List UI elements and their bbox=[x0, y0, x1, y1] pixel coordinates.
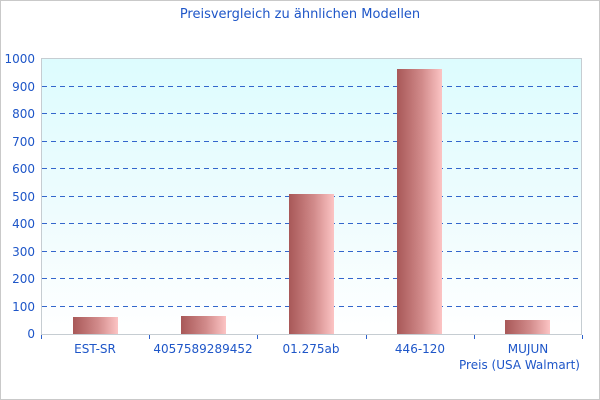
gridline-700 bbox=[42, 140, 581, 142]
x-axis-title: Preis (USA Walmart) bbox=[459, 358, 580, 372]
plot-area bbox=[41, 58, 582, 335]
y-tick-label-700: 700 bbox=[12, 135, 35, 149]
bar-446-120 bbox=[397, 69, 443, 334]
y-tick-label-1000: 1000 bbox=[4, 52, 35, 66]
x-tick bbox=[474, 335, 475, 339]
y-tick-label-500: 500 bbox=[12, 190, 35, 204]
gridline-800 bbox=[42, 113, 581, 114]
x-category-label-446-120: 446-120 bbox=[394, 342, 446, 356]
x-category-label-01.275ab: 01.275ab bbox=[282, 342, 340, 356]
bar-01.275ab bbox=[289, 194, 334, 334]
y-tick-label-600: 600 bbox=[12, 162, 35, 176]
x-tick bbox=[149, 335, 150, 339]
y-tick-label-100: 100 bbox=[12, 300, 35, 314]
x-category-label-4057589289452: 4057589289452 bbox=[153, 342, 253, 356]
x-tick bbox=[257, 335, 258, 339]
y-tick-label-800: 800 bbox=[12, 107, 35, 121]
y-tick-label-300: 300 bbox=[12, 245, 35, 259]
bar-MUJUN bbox=[505, 320, 551, 334]
y-tick-label-0: 0 bbox=[27, 327, 35, 341]
y-tick-label-900: 900 bbox=[12, 80, 35, 94]
x-tick bbox=[582, 335, 583, 339]
bar-EST-SR bbox=[72, 317, 118, 334]
y-tick-label-200: 200 bbox=[12, 272, 35, 286]
x-tick bbox=[41, 335, 42, 339]
x-category-label-MUJUN: MUJUN bbox=[507, 342, 549, 356]
chart-title: Preisvergleich zu ähnlichen Modellen bbox=[179, 7, 421, 22]
gridline-900 bbox=[42, 85, 581, 87]
x-category-label-EST-SR: EST-SR bbox=[74, 342, 116, 356]
gridline-600 bbox=[42, 168, 581, 169]
y-tick-label-400: 400 bbox=[12, 217, 35, 231]
bar-4057589289452 bbox=[180, 316, 226, 334]
x-tick bbox=[366, 335, 367, 339]
